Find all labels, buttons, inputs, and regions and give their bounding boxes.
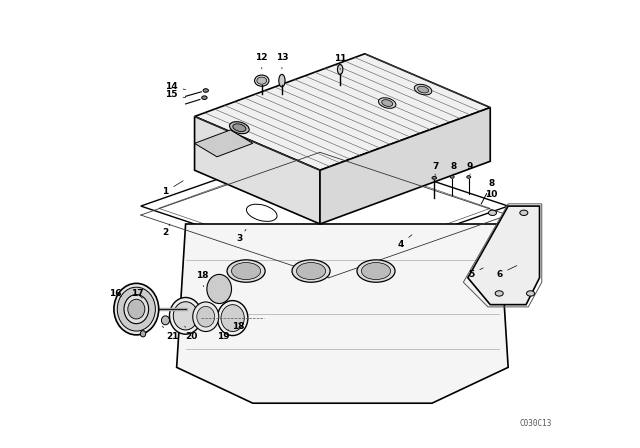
- Text: 4: 4: [397, 235, 412, 249]
- Ellipse shape: [296, 263, 326, 280]
- Text: 8
10: 8 10: [485, 179, 497, 199]
- Polygon shape: [195, 130, 253, 157]
- Text: 16: 16: [109, 289, 122, 298]
- Ellipse shape: [140, 331, 146, 337]
- Ellipse shape: [161, 316, 170, 325]
- Ellipse shape: [257, 77, 267, 84]
- Ellipse shape: [170, 297, 202, 334]
- Ellipse shape: [218, 301, 248, 336]
- Text: 2: 2: [163, 224, 170, 237]
- Text: 14: 14: [165, 82, 186, 91]
- Ellipse shape: [417, 86, 429, 93]
- Ellipse shape: [467, 176, 471, 178]
- Ellipse shape: [362, 263, 390, 280]
- Text: 3: 3: [236, 229, 246, 243]
- Ellipse shape: [381, 100, 393, 106]
- Ellipse shape: [202, 96, 207, 99]
- Text: C030C13: C030C13: [520, 419, 552, 428]
- Text: 20: 20: [185, 326, 198, 341]
- Ellipse shape: [193, 302, 219, 332]
- Ellipse shape: [495, 291, 503, 296]
- Text: 17: 17: [131, 289, 143, 298]
- Ellipse shape: [337, 65, 343, 74]
- Ellipse shape: [203, 89, 209, 92]
- Ellipse shape: [357, 260, 395, 282]
- Ellipse shape: [520, 210, 528, 215]
- Ellipse shape: [221, 305, 244, 332]
- Polygon shape: [195, 54, 490, 170]
- Ellipse shape: [450, 176, 454, 178]
- Text: 7: 7: [432, 162, 438, 176]
- Text: 15: 15: [165, 90, 186, 99]
- Text: 13: 13: [276, 53, 288, 69]
- Ellipse shape: [227, 260, 265, 282]
- Polygon shape: [320, 108, 490, 224]
- Ellipse shape: [292, 260, 330, 282]
- Ellipse shape: [128, 299, 145, 319]
- Ellipse shape: [124, 295, 148, 323]
- Ellipse shape: [527, 291, 534, 296]
- Ellipse shape: [432, 177, 436, 179]
- Text: 1: 1: [163, 181, 183, 196]
- Ellipse shape: [255, 75, 269, 86]
- Text: 21: 21: [163, 326, 179, 341]
- Ellipse shape: [117, 287, 156, 331]
- Ellipse shape: [197, 306, 215, 327]
- Ellipse shape: [230, 122, 249, 134]
- Ellipse shape: [378, 98, 396, 108]
- Ellipse shape: [114, 284, 159, 335]
- Text: 11: 11: [334, 54, 346, 69]
- Text: 6: 6: [496, 266, 517, 279]
- Text: 12: 12: [255, 53, 268, 69]
- Text: 8: 8: [451, 162, 456, 175]
- Ellipse shape: [232, 263, 260, 280]
- Text: 18: 18: [196, 271, 209, 287]
- Polygon shape: [177, 224, 508, 403]
- Ellipse shape: [207, 274, 232, 304]
- Ellipse shape: [488, 210, 497, 215]
- Text: 18: 18: [232, 322, 244, 331]
- Text: 9: 9: [467, 162, 473, 175]
- Ellipse shape: [414, 84, 432, 95]
- Ellipse shape: [279, 74, 285, 87]
- Ellipse shape: [233, 124, 246, 132]
- Ellipse shape: [173, 302, 198, 330]
- Text: 5: 5: [468, 268, 483, 279]
- Polygon shape: [195, 116, 320, 224]
- Text: 19: 19: [218, 329, 230, 341]
- Polygon shape: [468, 206, 540, 305]
